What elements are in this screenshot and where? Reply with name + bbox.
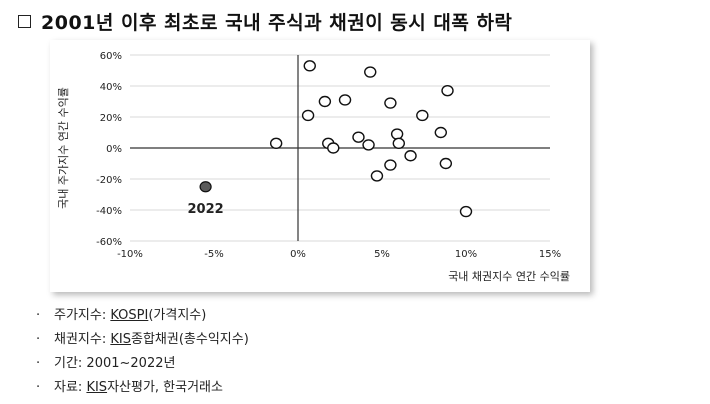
- x-tick-label: 0%: [290, 249, 306, 260]
- x-tick-label: -5%: [204, 249, 223, 260]
- highlight-label: 2022: [188, 202, 224, 217]
- scatter-point: [301, 109, 315, 122]
- scatter-point: [384, 97, 397, 109]
- scatter-point: [362, 139, 375, 151]
- note-item: · 주가지수: KOSPI(가격지수): [36, 304, 249, 328]
- bullet-icon: ·: [36, 332, 41, 347]
- scatter-chart: 60% 40% 20% 0% -20% -40% -60%-10% -5% 0% 5% 10% 15%…: [57, 51, 570, 283]
- page-title: 2001년 이후 최초로 국내 주식과 채권이 동시 대폭 하락: [41, 11, 513, 34]
- title-row: 2001년 이후 최초로 국내 주식과 채권이 동시 대폭 하락: [18, 6, 512, 36]
- scatter-point: [303, 60, 316, 72]
- x-tick-label: -10%: [117, 249, 143, 260]
- x-tick-label: 5%: [374, 249, 390, 260]
- note-item: · 자료: KIS자산평가, 한국거래소: [36, 376, 249, 400]
- checkbox-square-icon: [18, 14, 31, 28]
- scatter-point: [364, 66, 377, 78]
- y-tick-label: -40%: [96, 206, 122, 217]
- scatter-point: [439, 157, 453, 170]
- y-tick-label: 60%: [100, 51, 122, 62]
- scatter-point: [390, 128, 404, 140]
- y-tick-label: 40%: [100, 82, 122, 93]
- scatter-point: [384, 159, 397, 171]
- scatter-point: [318, 95, 332, 108]
- note-item: · 기간: 2001~2022년: [36, 352, 249, 376]
- x-tick-label: 10%: [455, 249, 477, 260]
- y-tick-label: 20%: [100, 113, 122, 124]
- scatter-point: [327, 142, 340, 154]
- y-axis-title: 국내 주가지수 연간 수익률: [57, 87, 70, 209]
- scatter-point: [459, 205, 473, 218]
- scatter-point: [441, 84, 454, 97]
- y-tick-label: 0%: [106, 144, 122, 155]
- bullet-icon: ·: [36, 308, 41, 323]
- scatter-point: [269, 137, 283, 150]
- x-axis-title: 국내 채권지수 연간 수익률: [448, 270, 570, 283]
- scatter-point: [434, 126, 447, 139]
- highlight-point-2022: [199, 181, 212, 193]
- y-tick-label: -20%: [96, 175, 122, 186]
- bullet-icon: ·: [36, 356, 41, 371]
- scatter-point: [416, 109, 429, 122]
- y-tick-label: -60%: [96, 237, 122, 248]
- x-tick-label: 15%: [539, 249, 561, 260]
- scatter-point: [338, 94, 352, 106]
- notes-list: · 주가지수: KOSPI(가격지수) · 채권지수: KIS종합채권(총수익지수)…: [36, 304, 249, 400]
- note-item: · 채권지수: KIS종합채권(총수익지수): [36, 328, 249, 352]
- scatter-point: [370, 170, 384, 182]
- scatter-point: [352, 131, 365, 143]
- chart-card: 60% 40% 20% 0% -20% -40% -60% -10% -5% 0% 5% 10% 15%…: [50, 40, 590, 292]
- bullet-icon: ·: [36, 380, 41, 395]
- scatter-point: [404, 150, 417, 162]
- scatter-point: [392, 137, 405, 150]
